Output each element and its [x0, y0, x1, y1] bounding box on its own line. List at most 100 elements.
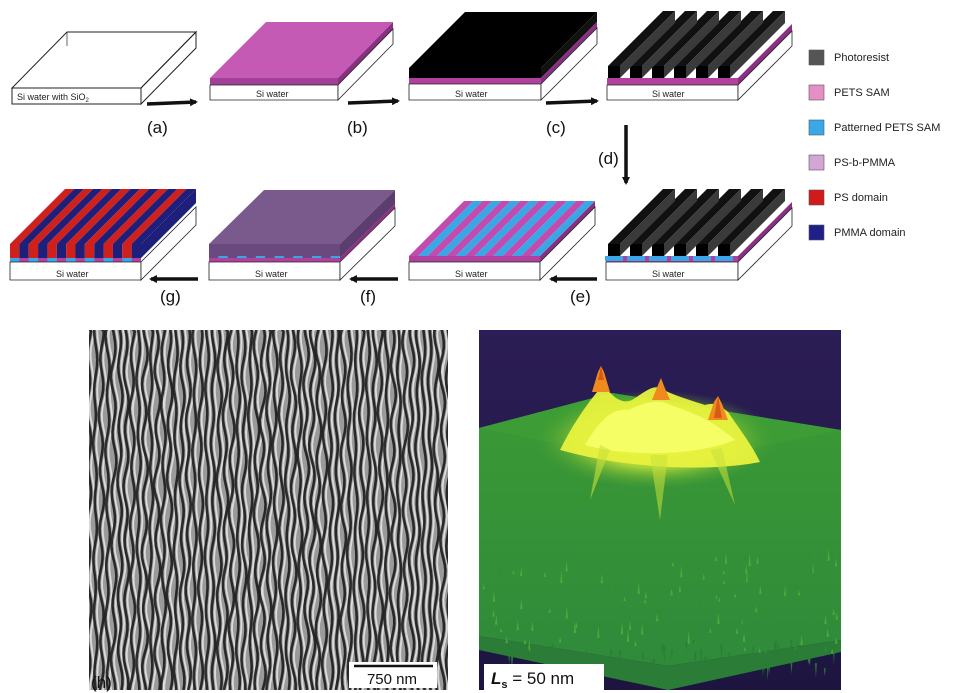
- photoresist-ridge-side: [708, 11, 763, 78]
- noise-spike: [592, 603, 595, 615]
- noise-spike-edge: [768, 663, 771, 675]
- noise-spike: [709, 628, 712, 633]
- noise-spike: [740, 602, 743, 615]
- step-label-f: (f): [360, 287, 376, 306]
- sem-lamella-dark: [97, 330, 106, 690]
- photoresist-ridge-top: [608, 11, 675, 66]
- surface-stripe: [493, 201, 558, 256]
- noise-spike: [625, 624, 629, 629]
- sem-lamella-dark: [152, 330, 162, 690]
- surface-stripe: [483, 201, 549, 256]
- noise-spike: [824, 614, 827, 624]
- patterned-sam-strip: [237, 256, 247, 258]
- photoresist-ridge: [652, 244, 664, 256]
- sem-lamella-dark: [357, 330, 366, 690]
- sem-lamella-light: [404, 330, 412, 690]
- sem-lamella-dark: [165, 330, 174, 690]
- sem-lamella-dark: [426, 330, 434, 690]
- sem-lamella-dark: [283, 330, 291, 690]
- noise-spike-edge: [790, 640, 793, 656]
- noise-spike: [717, 612, 720, 624]
- noise-spike: [794, 642, 797, 650]
- surface-stripe: [19, 189, 84, 244]
- noise-spike: [519, 616, 522, 623]
- noise-spike: [722, 579, 726, 584]
- photoresist-ridge: [652, 66, 664, 78]
- noise-spike-edge: [704, 656, 707, 672]
- sem-lamella-light: [125, 330, 134, 690]
- sem-lamella-light: [410, 330, 419, 690]
- noise-spike: [661, 609, 665, 619]
- step-label-d: (d): [598, 149, 619, 168]
- panel-d-bottom-wafer: Si water: [605, 189, 793, 281]
- panel-a-wafer: Si water with SiO2: [10, 30, 198, 106]
- noise-spike: [818, 611, 821, 617]
- sem-lamella-light: [330, 330, 338, 690]
- noise-spike: [744, 616, 747, 621]
- sem-lamella-dark: [234, 330, 242, 690]
- noise-spike: [598, 579, 602, 589]
- surface-stripe: [112, 189, 178, 244]
- noise-spike-edge: [653, 658, 656, 675]
- noise-spike: [676, 628, 680, 632]
- sem-lamella-light: [243, 330, 251, 690]
- sem-lamella-dark: [307, 330, 317, 690]
- noise-spike-edge: [685, 641, 688, 653]
- noise-spike-edge: [828, 644, 831, 657]
- surface-stripe: [122, 189, 187, 244]
- surface-stripe: [94, 189, 159, 244]
- noise-spike: [614, 584, 617, 594]
- surface-stripe: [84, 189, 150, 244]
- noise-spike: [643, 598, 647, 603]
- photoresist-ridge-top: [630, 11, 697, 66]
- sem-lamella-dark: [116, 330, 124, 690]
- noise-spike: [744, 549, 747, 561]
- noise-spike: [519, 567, 523, 576]
- stripe-front: [122, 244, 132, 258]
- surface-stripe: [75, 189, 140, 244]
- legend-label: PS domain: [834, 192, 888, 204]
- stripe-front: [56, 244, 67, 258]
- noise-spike: [516, 620, 519, 631]
- photoresist-ridge-side: [730, 189, 785, 256]
- noise-spike: [827, 549, 830, 561]
- noise-spike-edge: [508, 648, 511, 665]
- noise-spike-edge: [618, 657, 621, 672]
- sem-lamella-dark: [159, 330, 168, 690]
- sem-lamella-light: [355, 330, 362, 690]
- noise-spike: [807, 550, 810, 561]
- noise-spike-edge: [700, 649, 703, 662]
- sem-lamella-dark: [184, 330, 193, 690]
- noise-spike-edge: [661, 644, 664, 655]
- sem-lamella-light: [194, 330, 201, 690]
- stripe-front: [94, 244, 104, 258]
- noise-spike: [513, 621, 516, 630]
- sem-lamella-dark: [89, 330, 93, 682]
- noise-spike: [712, 562, 715, 570]
- sem-lamella-dark: [352, 330, 359, 690]
- noise-spike: [748, 553, 751, 566]
- noise-spike: [559, 603, 562, 614]
- sem-lamella-dark: [383, 330, 391, 690]
- surface-stripe: [502, 201, 567, 256]
- noise-spike: [759, 584, 762, 595]
- photoresist-ridge: [696, 244, 708, 256]
- noise-spike-edge: [694, 652, 697, 667]
- noise-spike-edge: [808, 659, 811, 665]
- sem-lamella-light: [368, 330, 375, 690]
- surface-stripe: [474, 201, 539, 256]
- sem-lamella-dark: [401, 330, 410, 690]
- sem-lamella-dark: [364, 330, 372, 690]
- step-label-e: (e): [570, 287, 591, 306]
- sem-lamella-light: [181, 330, 189, 690]
- photoresist-ridge: [674, 244, 686, 256]
- stripe-front: [47, 244, 57, 258]
- sem-lamella-dark: [296, 330, 304, 690]
- surface-stripe: [56, 189, 122, 244]
- patterned-sam-strip: [311, 256, 322, 258]
- sem-lamella-dark: [388, 330, 398, 690]
- wafer-label-c: Si water: [455, 89, 488, 99]
- ls-label-box: Ls = 50 nm: [484, 664, 604, 690]
- photoresist-ridge-top: [630, 189, 697, 244]
